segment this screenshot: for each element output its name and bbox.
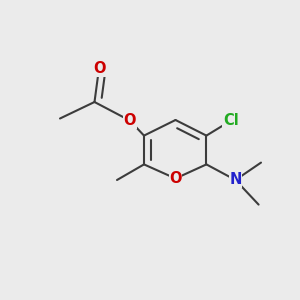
Text: O: O bbox=[93, 61, 105, 76]
Text: O: O bbox=[169, 171, 182, 186]
Text: O: O bbox=[124, 113, 136, 128]
Text: Cl: Cl bbox=[223, 113, 239, 128]
Text: N: N bbox=[229, 172, 242, 188]
